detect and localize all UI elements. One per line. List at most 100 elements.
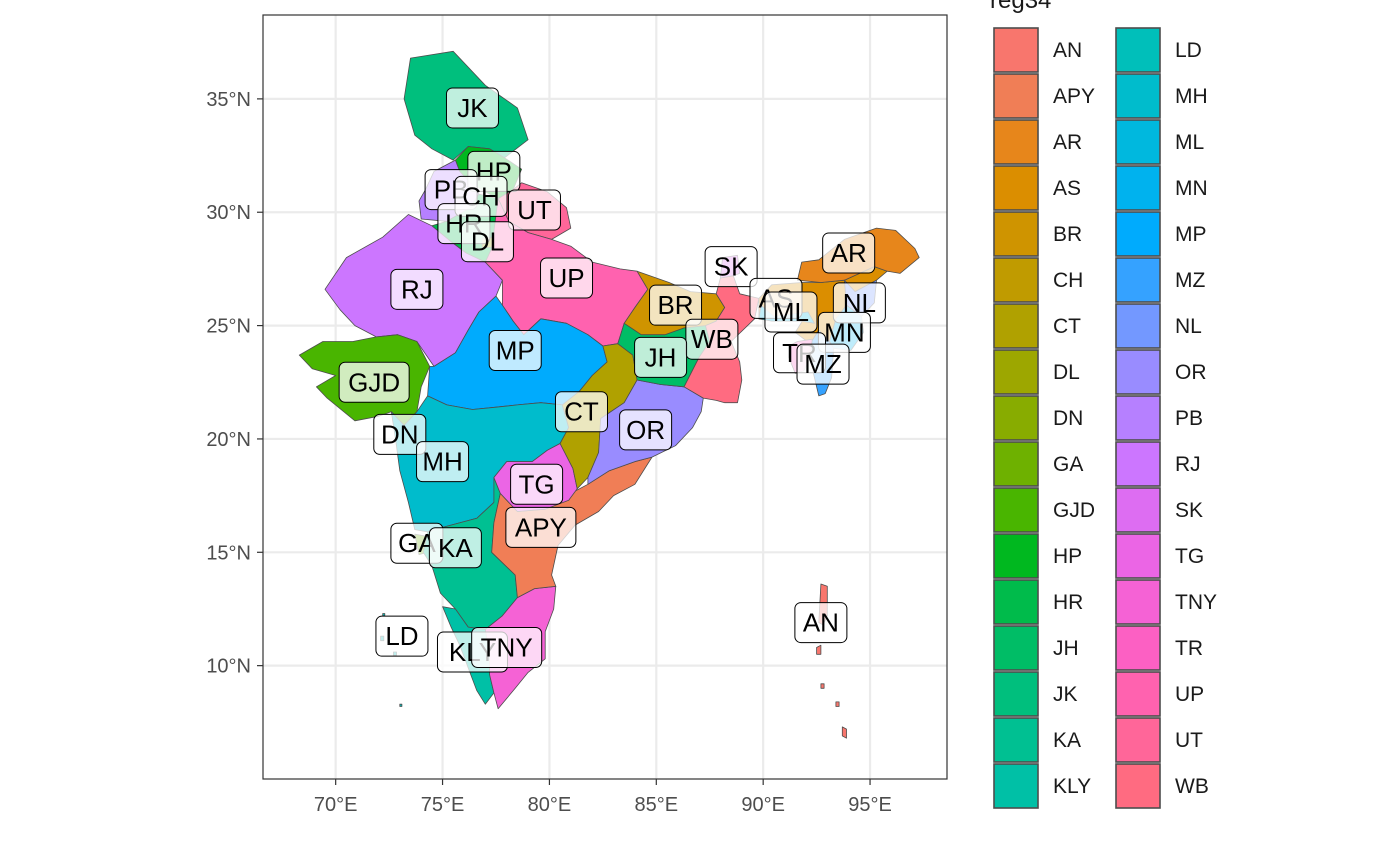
region-an [841, 726, 847, 739]
label-box-jk [445, 87, 499, 129]
legend-key-jh [993, 625, 1039, 671]
y-tick-label: 35°N [206, 89, 251, 111]
label-box-ka [428, 527, 482, 569]
legend-key-hp [993, 533, 1039, 579]
legend-label-ch: CH [1053, 269, 1083, 292]
legend-label-nl: NL [1175, 315, 1202, 338]
legend-key-nl [1115, 303, 1161, 349]
legend-label-mz: MZ [1175, 269, 1205, 292]
x-tick-label: 85°E [635, 794, 679, 816]
legend-key-kly [993, 763, 1039, 809]
axes: 70°E 75°E 80°E 85°E 90°E 95°E 35°N 30°N 25°N 20°N… [206, 89, 892, 816]
label-sk: SK [714, 252, 749, 282]
label-jh: JH [645, 342, 677, 372]
legend-key-ar [993, 119, 1039, 165]
legend-label-tr: TR [1175, 637, 1203, 660]
label-box-mp [488, 330, 542, 372]
label-up: UP [548, 263, 584, 293]
legend-label-tg: TG [1175, 545, 1204, 568]
label-ut: UT [517, 195, 552, 225]
region-ld [399, 703, 403, 707]
label-box-ml [764, 291, 818, 333]
legend-key-tr [1115, 625, 1161, 671]
legend-key-mp [1115, 211, 1161, 257]
label-box-dn [373, 413, 427, 455]
legend-key-pb [1115, 395, 1161, 441]
legend-key-ct [993, 303, 1039, 349]
label-box-jh [634, 336, 688, 378]
legend-key-mh [1115, 73, 1161, 119]
region-ld [382, 613, 386, 617]
legend-label-wb: WB [1175, 775, 1209, 798]
label-box-up [540, 257, 594, 299]
legend-label-ct: CT [1053, 315, 1081, 338]
label-gjd: GJD [348, 367, 400, 397]
legend-label-ar: AR [1053, 131, 1082, 154]
label-box-ut [507, 189, 561, 231]
legend-label-br: BR [1053, 223, 1082, 246]
legend-label-pb: PB [1175, 407, 1203, 430]
label-box-an [794, 602, 848, 644]
legend-key-gjd [993, 487, 1039, 533]
legend-label-an: AN [1053, 39, 1082, 62]
x-tick-label: 80°E [528, 794, 572, 816]
legend-key-tny [1115, 579, 1161, 625]
label-box-tny [471, 627, 543, 669]
y-tick-label: 15°N [206, 542, 251, 564]
region-labels: JKHPPBCHUTHRDLRJUPSKARASNLBRMLMNMPWBTRJH… [338, 87, 886, 673]
legend-label-ut: UT [1175, 729, 1203, 752]
legend-label-ld: LD [1175, 39, 1202, 62]
x-tick-label: 75°E [421, 794, 465, 816]
legend-key-mz [1115, 257, 1161, 303]
region-an [820, 683, 825, 689]
legend-key-an [993, 27, 1039, 73]
legend-label-jk: JK [1053, 683, 1078, 706]
legend-label-mh: MH [1175, 85, 1208, 108]
plot-border [262, 14, 948, 780]
legend-key-rj [1115, 441, 1161, 487]
label-box-or [619, 409, 673, 451]
label-dl: DL [471, 227, 504, 257]
label-mz: MZ [804, 349, 842, 379]
label-an: AN [803, 608, 839, 638]
legend-label-rj: RJ [1175, 453, 1201, 476]
legend-label-ga: GA [1053, 453, 1083, 476]
legend-key-mn [1115, 165, 1161, 211]
y-tick-label: 20°N [206, 429, 251, 451]
label-box-br [649, 284, 703, 326]
x-tick-label: 95°E [848, 794, 892, 816]
legend-key-sk [1115, 487, 1161, 533]
label-tny: TNY [481, 633, 533, 663]
label-ml: ML [773, 297, 809, 327]
legend-label-or: OR [1175, 361, 1207, 384]
legend-key-ml [1115, 119, 1161, 165]
legend-label-ka: KA [1053, 729, 1081, 752]
legend-label-tny: TNY [1175, 591, 1217, 614]
legend-key-ld [1115, 27, 1161, 73]
legend-key-dn [993, 395, 1039, 441]
label-box-gjd [338, 361, 410, 403]
legend-label-gjd: GJD [1053, 499, 1095, 522]
legend-label-dn: DN [1053, 407, 1083, 430]
label-box-wb [685, 318, 739, 360]
legend-title: reg34 [990, 0, 1051, 14]
legend-key-or [1115, 349, 1161, 395]
label-mh: MH [422, 447, 462, 477]
label-box-apy [505, 506, 577, 548]
legend-key-as [993, 165, 1039, 211]
legend-key-br [993, 211, 1039, 257]
legend-label-ml: ML [1175, 131, 1204, 154]
legend-key-tg [1115, 533, 1161, 579]
legend-label-up: UP [1175, 683, 1204, 706]
label-mp: MP [496, 336, 535, 366]
label-box-ld [375, 615, 429, 657]
label-ct: CT [564, 397, 599, 427]
region-an [816, 644, 822, 655]
label-box-dl [460, 221, 514, 263]
label-box-mh [416, 441, 470, 483]
legend-key-up [1115, 671, 1161, 717]
label-box-ar [822, 232, 876, 274]
legend-label-apy: APY [1053, 85, 1095, 108]
